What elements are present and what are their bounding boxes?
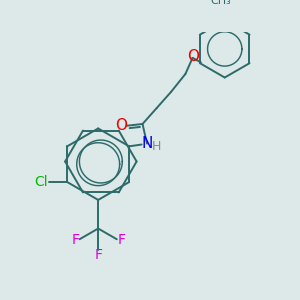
Text: Cl: Cl: [34, 175, 48, 189]
Text: F: F: [94, 248, 102, 262]
Text: O: O: [188, 50, 200, 64]
Text: CH₃: CH₃: [211, 0, 232, 6]
Text: F: F: [71, 233, 79, 247]
Text: O: O: [115, 118, 127, 133]
Text: H: H: [152, 140, 161, 153]
Text: N: N: [141, 136, 153, 151]
Text: F: F: [117, 233, 125, 247]
